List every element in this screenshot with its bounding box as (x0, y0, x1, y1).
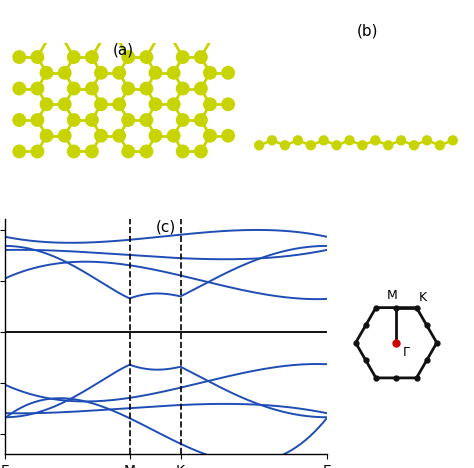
Point (224, 132, 232, 139)
Point (268, 137, 276, 144)
Point (61, 132, 68, 139)
Point (179, 116, 187, 124)
Point (88, 116, 96, 124)
Point (179, 85, 187, 92)
Point (384, 141, 392, 149)
Point (224, 69, 232, 77)
Point (34, 116, 41, 124)
Point (179, 53, 187, 61)
Point (97, 101, 105, 108)
Point (255, 141, 263, 149)
Text: (c): (c) (155, 219, 176, 234)
Point (197, 85, 205, 92)
Point (143, 53, 150, 61)
Point (206, 132, 214, 139)
Point (152, 132, 159, 139)
Point (397, 137, 405, 144)
Point (115, 101, 123, 108)
Point (97, 69, 105, 77)
Point (294, 137, 301, 144)
Point (16, 148, 23, 155)
Point (115, 69, 123, 77)
Point (281, 141, 289, 149)
Text: M: M (387, 289, 398, 301)
Point (197, 53, 205, 61)
Point (359, 141, 366, 149)
Point (70, 85, 78, 92)
Point (125, 53, 132, 61)
Point (449, 137, 456, 144)
Point (34, 148, 41, 155)
Text: K: K (419, 291, 427, 304)
Point (372, 137, 379, 144)
Point (423, 137, 431, 144)
Point (61, 101, 68, 108)
Point (197, 148, 205, 155)
Point (34, 53, 41, 61)
Point (320, 137, 328, 144)
Point (436, 141, 444, 149)
Point (70, 148, 78, 155)
Point (307, 141, 315, 149)
Point (115, 132, 123, 139)
Point (125, 116, 132, 124)
Text: (b): (b) (356, 23, 378, 38)
Point (70, 53, 78, 61)
Point (170, 101, 177, 108)
Point (16, 85, 23, 92)
Point (43, 69, 50, 77)
Point (152, 69, 159, 77)
Point (70, 116, 78, 124)
Point (410, 141, 418, 149)
Point (16, 53, 23, 61)
Point (224, 101, 232, 108)
Point (43, 132, 50, 139)
Point (16, 116, 23, 124)
Point (97, 132, 105, 139)
Point (170, 132, 177, 139)
Point (206, 101, 214, 108)
Point (197, 116, 205, 124)
Point (88, 85, 96, 92)
Point (143, 116, 150, 124)
Point (143, 85, 150, 92)
Point (125, 148, 132, 155)
Point (143, 148, 150, 155)
Point (179, 148, 187, 155)
Point (43, 101, 50, 108)
Text: (a): (a) (113, 43, 134, 58)
Point (88, 53, 96, 61)
Point (152, 101, 159, 108)
Point (125, 85, 132, 92)
Point (34, 85, 41, 92)
Point (61, 69, 68, 77)
Point (333, 141, 340, 149)
Point (170, 69, 177, 77)
Point (88, 148, 96, 155)
Point (346, 137, 353, 144)
Point (206, 69, 214, 77)
Text: Γ: Γ (402, 346, 410, 359)
